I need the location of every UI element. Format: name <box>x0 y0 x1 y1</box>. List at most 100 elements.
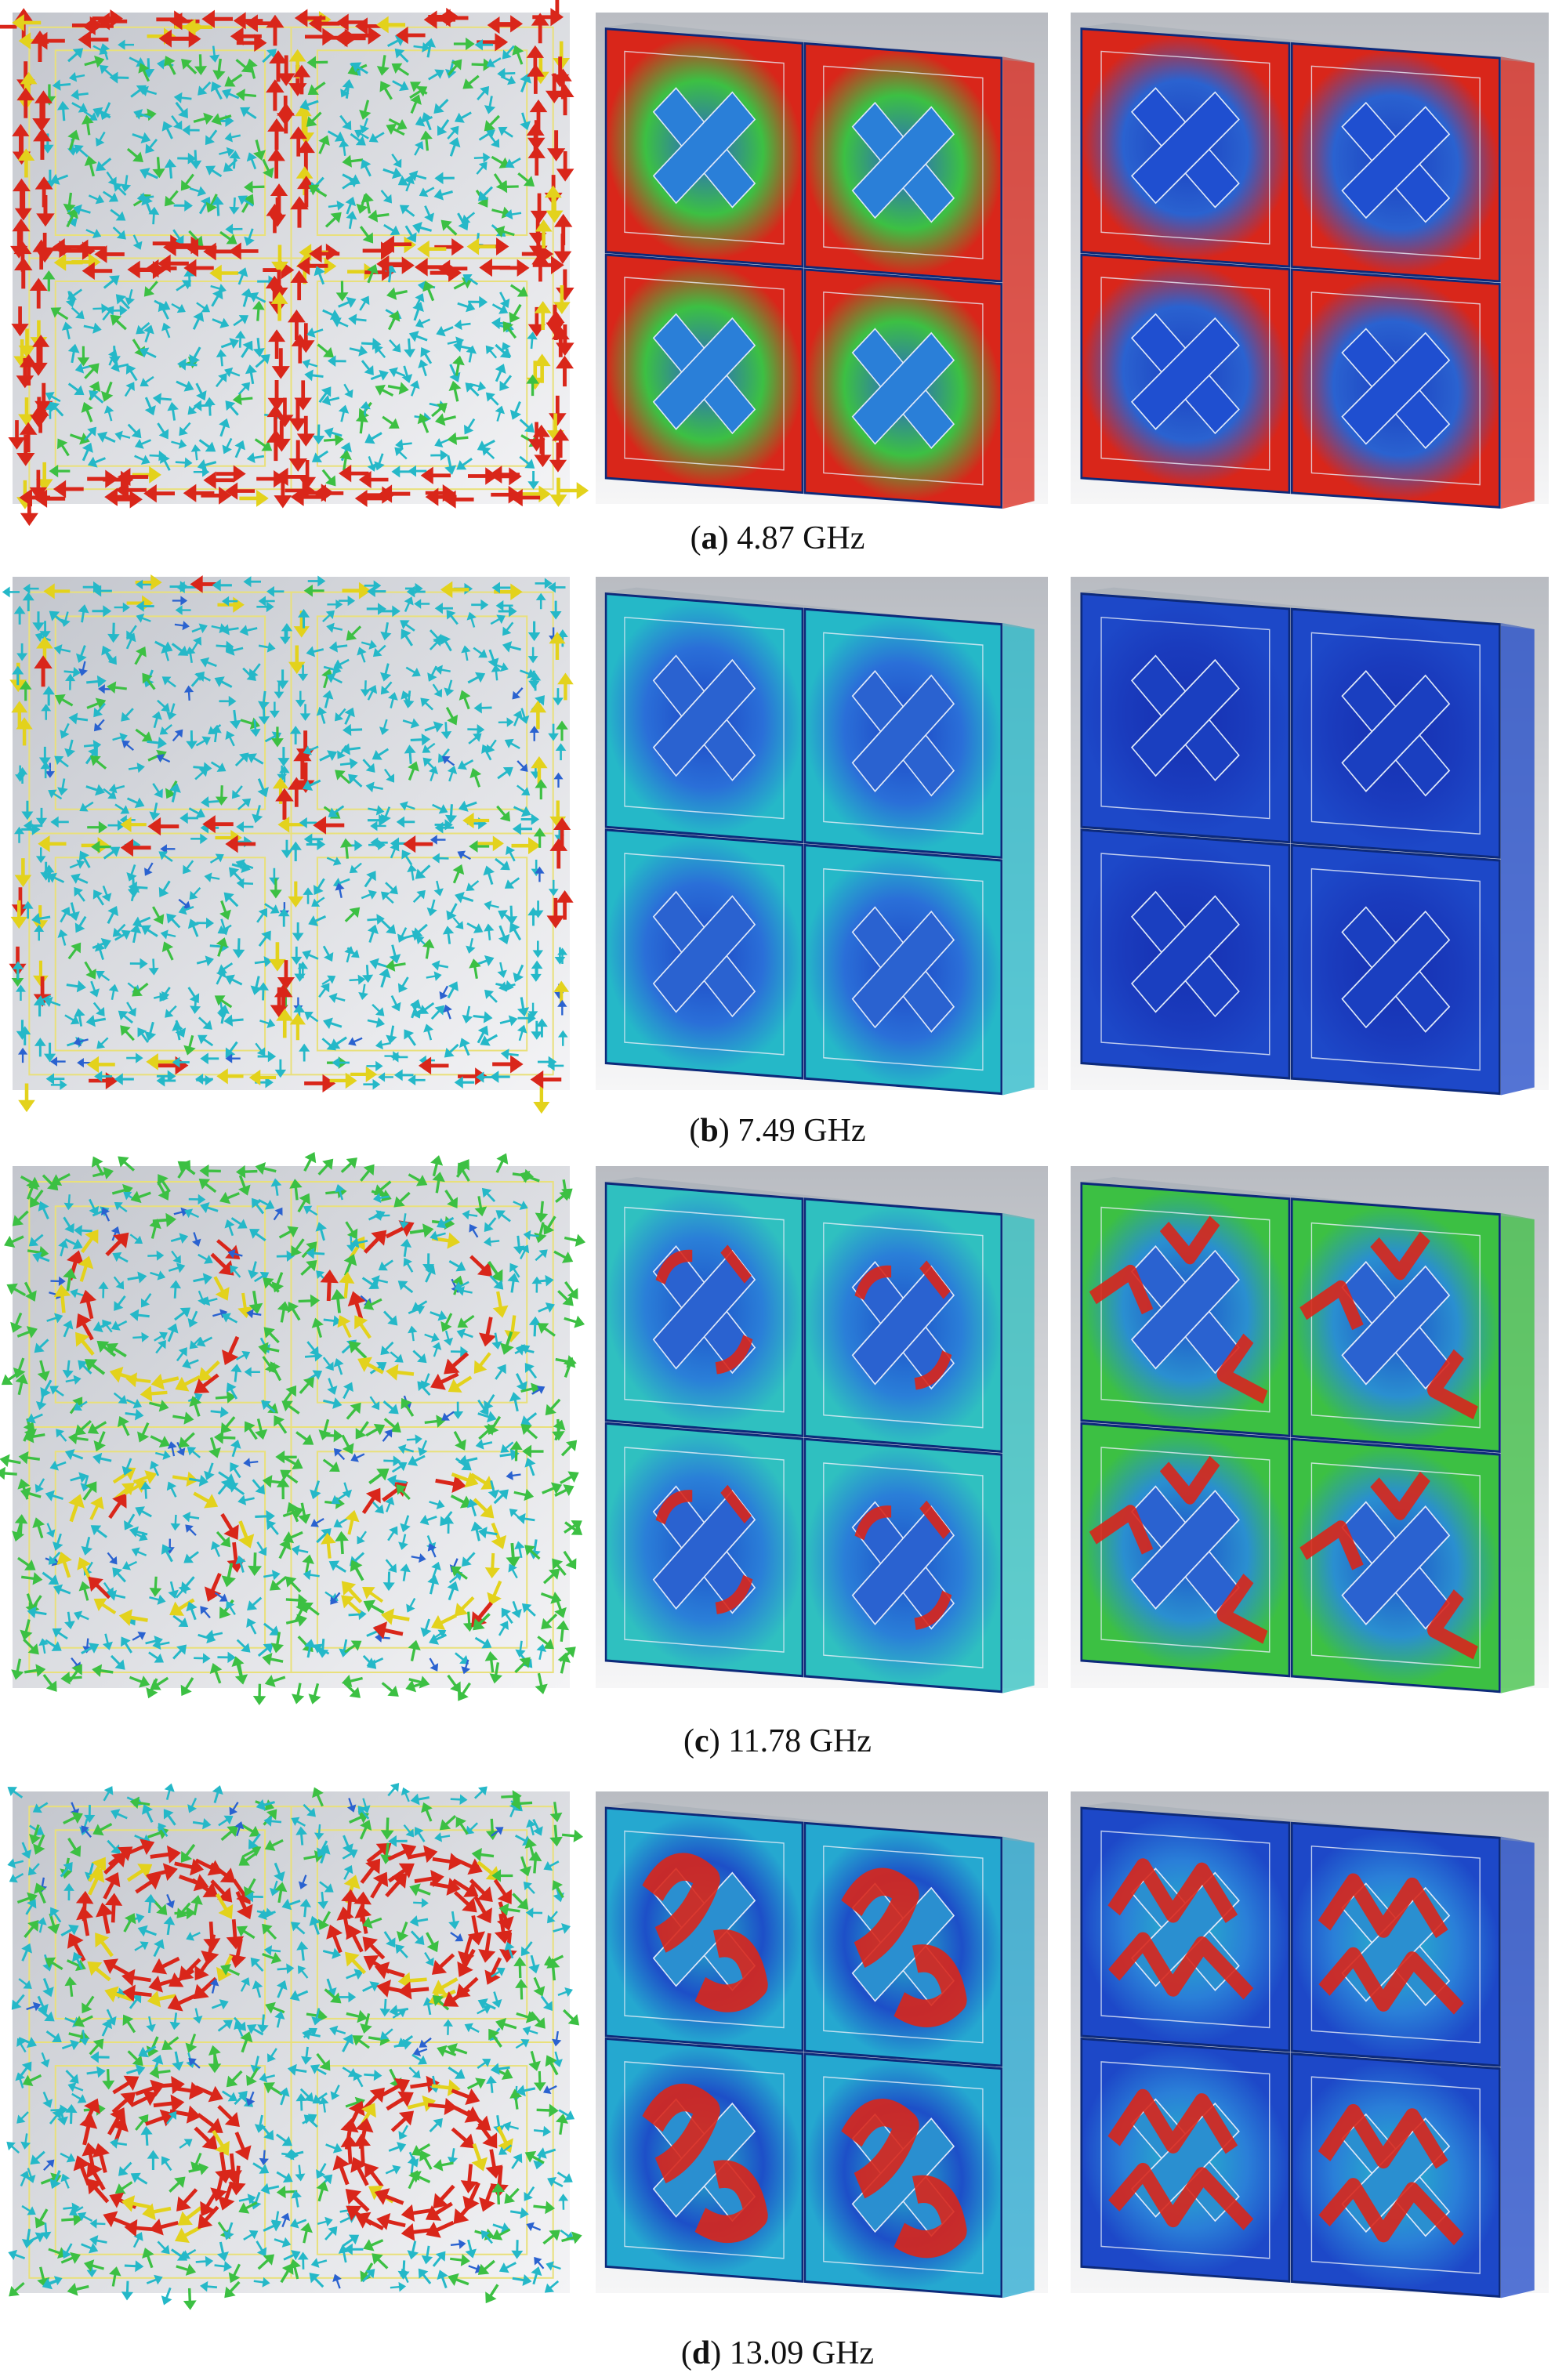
current-arrow <box>11 306 29 337</box>
current-arrow <box>330 1592 341 1605</box>
current-arrow <box>343 1254 357 1277</box>
current-arrow <box>176 2263 197 2276</box>
current-arrow <box>49 464 71 478</box>
current-arrow <box>322 1947 342 1959</box>
current-arrow <box>60 2152 76 2163</box>
current-arrow <box>185 647 196 664</box>
hot-spot <box>1107 2088 1254 2230</box>
current-arrow <box>350 1237 368 1248</box>
current-arrow <box>125 1372 151 1388</box>
current-arrow <box>103 1786 114 1802</box>
current-arrow <box>84 155 97 177</box>
current-arrow <box>401 1787 411 1802</box>
current-arrow <box>401 2204 431 2222</box>
current-arrow <box>348 1608 367 1621</box>
current-arrow <box>454 1076 475 1089</box>
current-arrow <box>512 45 524 65</box>
current-arrow <box>38 1638 49 1654</box>
current-arrow <box>89 2219 106 2229</box>
current-arrow <box>426 1932 439 1953</box>
current-arrow <box>381 1608 410 1625</box>
current-arrow <box>188 1474 208 1487</box>
cross-arm <box>1130 658 1240 777</box>
current-arrow <box>253 139 266 161</box>
current-arrow <box>349 974 366 985</box>
panel-caption: (a) 4.87 GHz <box>691 520 865 556</box>
current-arrow <box>479 258 511 277</box>
current-arrow <box>199 1164 221 1178</box>
current-arrow <box>154 1331 168 1342</box>
current-arrow <box>414 1869 444 1888</box>
current-arrow <box>360 1164 375 1182</box>
current-arrow <box>421 112 433 131</box>
current-arrow <box>81 1825 92 1838</box>
current-arrow <box>430 449 448 461</box>
current-arrow <box>344 707 355 725</box>
current-arrow <box>144 397 156 416</box>
cross-arm <box>851 106 955 219</box>
current-arrow <box>392 80 409 92</box>
current-arrow <box>132 465 161 484</box>
unit-cell <box>604 253 804 494</box>
current-arrow <box>174 2225 201 2243</box>
current-arrow <box>506 1470 521 1480</box>
current-arrow <box>381 919 397 934</box>
current-arrow <box>376 2213 406 2230</box>
current-arrow <box>535 219 553 249</box>
current-arrow <box>304 1074 336 1093</box>
current-arrow <box>342 2234 360 2247</box>
current-arrow <box>128 881 148 893</box>
current-arrow <box>74 886 85 902</box>
current-arrow <box>226 2070 243 2088</box>
current-arrow <box>520 1244 530 1259</box>
current-arrow <box>434 665 451 675</box>
current-arrow <box>324 433 344 446</box>
current-arrow <box>209 264 239 282</box>
current-arrow <box>294 9 326 27</box>
current-arrow <box>487 1580 502 1606</box>
current-arrow <box>17 1556 36 1570</box>
outline-rect <box>54 280 266 467</box>
current-arrow <box>526 374 539 397</box>
current-arrow <box>212 2129 230 2156</box>
current-arrow <box>540 1995 553 2012</box>
outline-rect <box>316 2065 528 2255</box>
current-arrow <box>422 742 436 753</box>
current-arrow <box>346 1924 364 1953</box>
slab-face <box>1080 1182 1501 1694</box>
current-arrow <box>147 817 179 836</box>
current-arrow <box>148 958 159 976</box>
current-arrow <box>357 1531 367 1545</box>
current-arrow <box>172 229 184 245</box>
current-arrow <box>149 1594 166 1605</box>
current-arrow <box>248 1069 277 1086</box>
current-arrow <box>15 2072 25 2088</box>
current-arrow <box>196 955 214 966</box>
current-arrow <box>493 1878 512 1904</box>
current-arrow <box>114 1295 126 1311</box>
current-arrow <box>478 129 496 141</box>
current-arrow <box>375 1039 391 1050</box>
current-arrow <box>471 599 489 610</box>
current-arrow <box>175 457 193 469</box>
current-arrow <box>400 1563 411 1581</box>
current-arrow <box>194 1653 211 1664</box>
current-arrow <box>491 155 510 168</box>
current-arrow <box>499 292 510 309</box>
current-arrow <box>527 1002 538 1019</box>
current-arrow <box>408 1325 418 1342</box>
current-arrow <box>297 961 309 979</box>
current-arrow <box>361 159 372 177</box>
current-arrow <box>24 1664 46 1677</box>
current-arrow <box>433 2158 454 2172</box>
current-arrow <box>246 152 257 170</box>
current-arrow <box>93 1598 117 1615</box>
current-arrow <box>321 394 340 406</box>
current-arrow <box>321 469 336 487</box>
current-arrow <box>137 1422 150 1443</box>
current-arrow <box>533 828 546 848</box>
current-arrow <box>201 9 234 28</box>
cell-ring <box>1100 2061 1270 2259</box>
current-arrow <box>281 839 293 859</box>
current-arrow <box>136 579 151 590</box>
